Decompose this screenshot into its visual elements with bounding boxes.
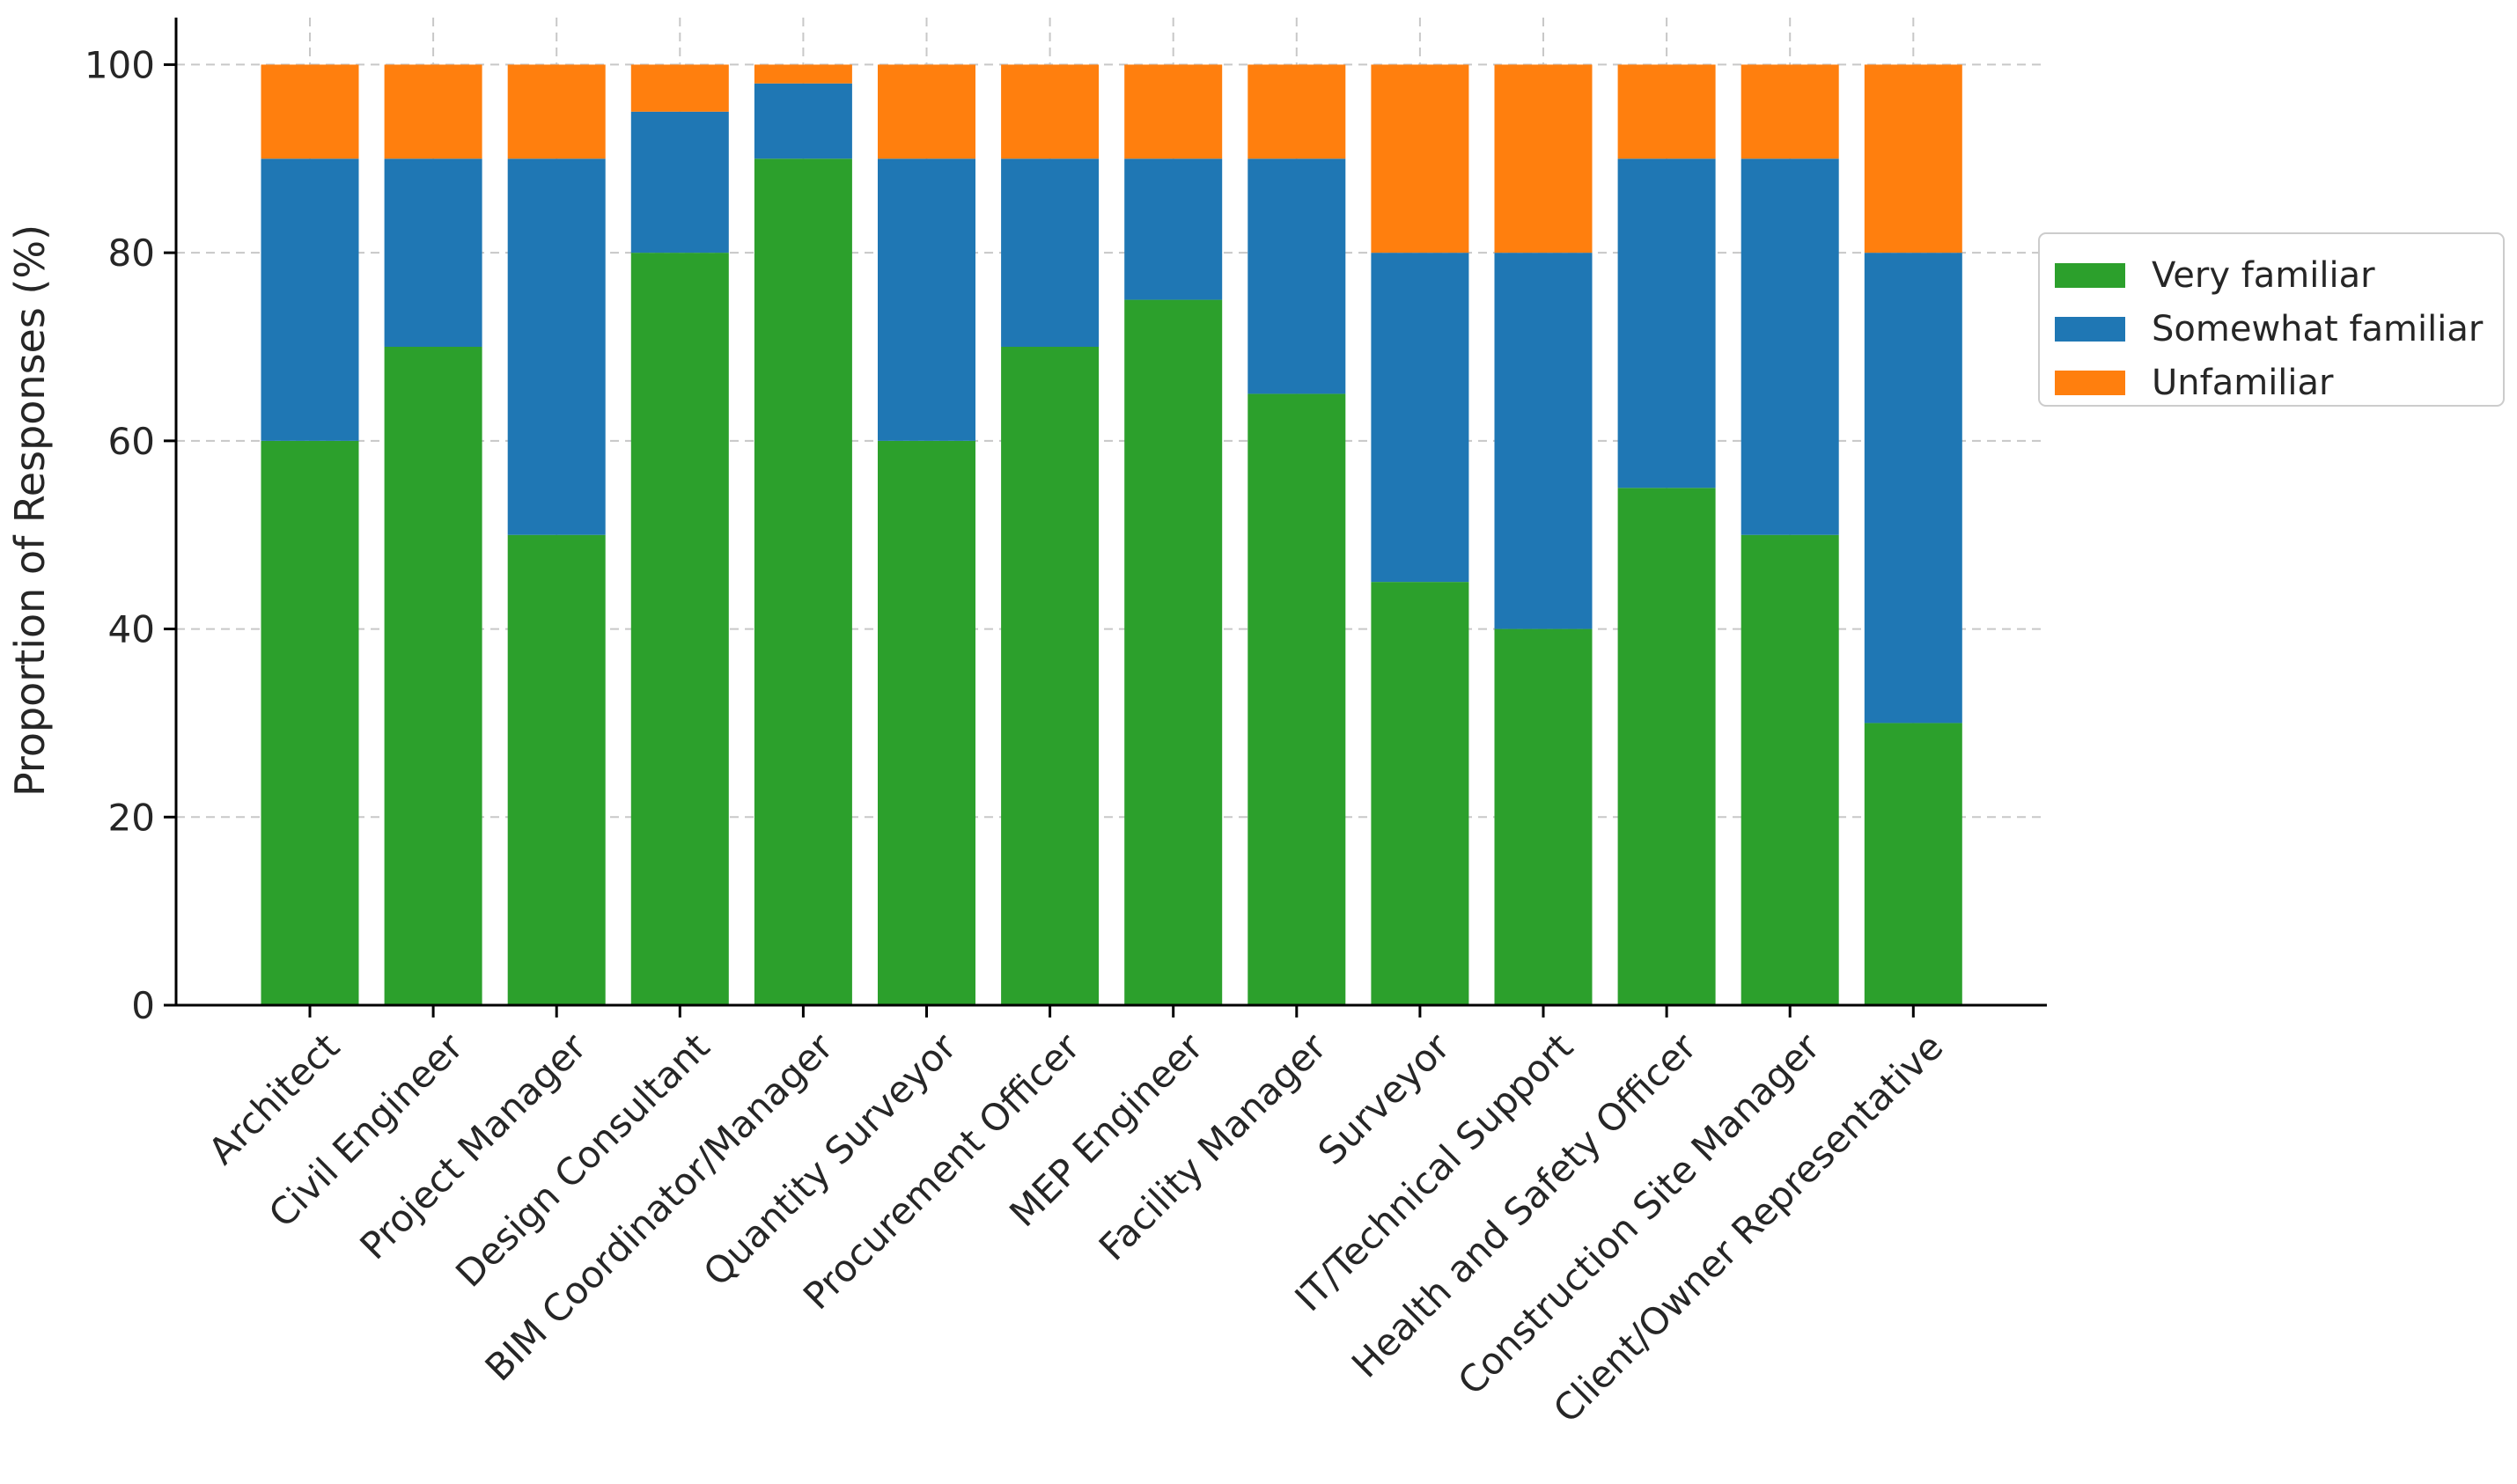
bar-very-familiar-design-consultant [630,253,729,1006]
bar-unfamiliar-bim-coordinator-manager [754,64,852,84]
bar-unfamiliar-it-technical-support [1494,64,1593,253]
axes [164,18,2047,1017]
bar-very-familiar-civil-engineer [384,347,482,1005]
bar-unfamiliar-project-manager [507,64,606,159]
bar-unfamiliar-design-consultant [630,64,729,112]
bar-somewhat-familiar-project-manager [507,158,606,535]
bar-unfamiliar-civil-engineer [384,64,482,159]
bar-unfamiliar-mep-engineer [1124,64,1223,159]
bar-somewhat-familiar-quantity-surveyor [878,158,975,441]
bar-very-familiar-it-technical-support [1494,628,1593,1005]
bar-very-familiar-mep-engineer [1124,299,1223,1006]
bar-unfamiliar-facility-manager [1247,64,1346,159]
bar-somewhat-familiar-civil-engineer [384,158,482,347]
x-tick-label: Project Manager [351,1025,594,1267]
bar-unfamiliar-architect [261,64,359,159]
bar-unfamiliar-health-and-safety-officer [1617,64,1716,159]
bar-very-familiar-client-owner-representative [1864,723,1962,1005]
y-tick-label: 100 [85,43,155,86]
bar-very-familiar-health-and-safety-officer [1617,488,1716,1005]
bar-very-familiar-facility-manager [1247,393,1346,1005]
bar-somewhat-familiar-health-and-safety-officer [1617,158,1716,489]
legend-label: Somewhat familiar [2152,309,2484,349]
bar-somewhat-familiar-mep-engineer [1124,158,1223,300]
y-tick-label: 0 [131,984,155,1027]
bar-very-familiar-construction-site-manager [1741,534,1839,1005]
bar-very-familiar-project-manager [507,534,606,1005]
x-tick-label: Facility Manager [1091,1025,1336,1269]
legend-swatch [2055,371,2125,395]
y-axis-label: Proportion of Responses (%) [6,224,54,797]
bar-somewhat-familiar-it-technical-support [1494,253,1593,629]
bar-very-familiar-quantity-surveyor [878,440,975,1005]
legend-swatch [2055,317,2125,342]
bar-very-familiar-surveyor [1371,582,1469,1005]
bar-unfamiliar-quantity-surveyor [878,64,975,159]
legend-label: Unfamiliar [2152,363,2334,403]
bar-unfamiliar-construction-site-manager [1741,64,1839,159]
bar-somewhat-familiar-facility-manager [1247,158,1346,394]
legend-frame [2038,232,2505,407]
bar-very-familiar-architect [261,440,359,1005]
legend-swatch [2055,263,2125,288]
bar-unfamiliar-procurement-officer [1001,64,1100,159]
y-tick-label: 80 [108,231,155,275]
bar-somewhat-familiar-procurement-officer [1001,158,1100,347]
bar-somewhat-familiar-bim-coordinator-manager [754,83,852,159]
y-tick-label: 40 [108,608,155,651]
legend: Very familiar Somewhat familiar Unfamiliar [2038,232,2505,407]
legend-label: Very familiar [2152,255,2375,296]
y-tick-label: 20 [108,796,155,839]
bar-somewhat-familiar-surveyor [1371,253,1469,583]
bar-unfamiliar-surveyor [1371,64,1469,253]
bar-somewhat-familiar-architect [261,158,359,441]
bar-somewhat-familiar-construction-site-manager [1741,158,1839,535]
bar-very-familiar-procurement-officer [1001,347,1100,1005]
bars [261,64,1962,1006]
y-tick-labels: 0 20 40 60 80 100 [85,43,155,1027]
bar-somewhat-familiar-design-consultant [630,111,729,253]
y-tick-label: 60 [108,420,155,463]
bar-somewhat-familiar-client-owner-representative [1864,253,1962,724]
bar-very-familiar-bim-coordinator-manager [754,158,852,1006]
bar-unfamiliar-client-owner-representative [1864,64,1962,253]
